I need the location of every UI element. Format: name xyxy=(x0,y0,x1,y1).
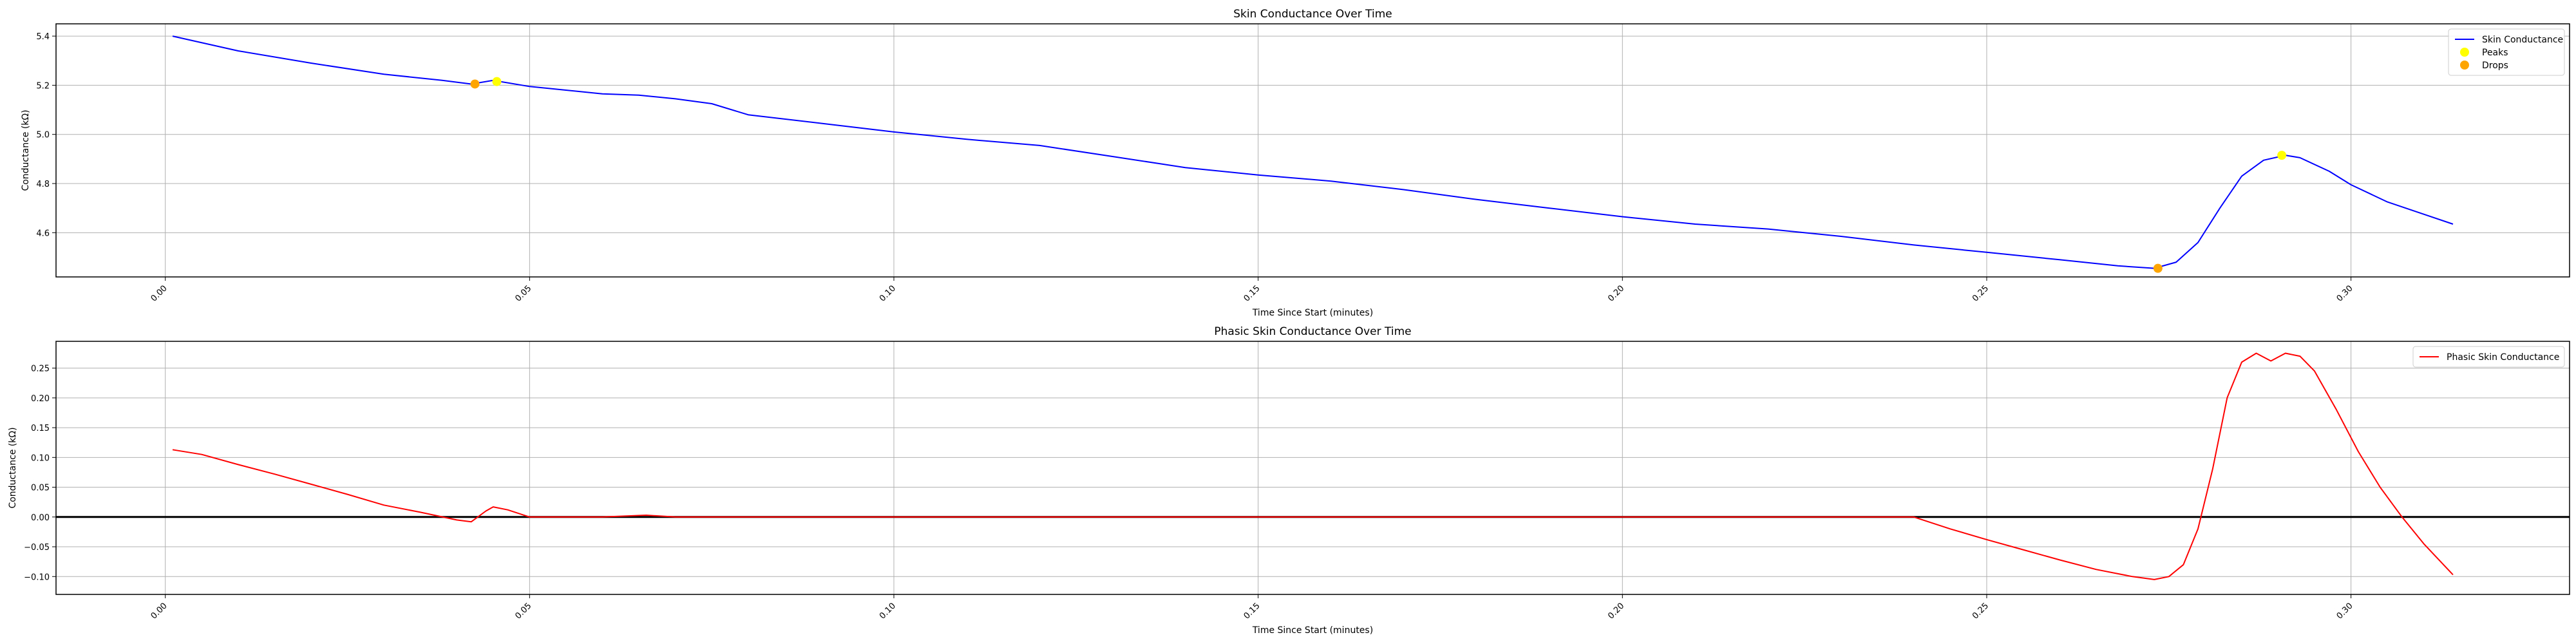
sc-drops-point xyxy=(470,79,480,89)
phasic-legend-entry: Phasic Skin Conductance xyxy=(2447,352,2559,363)
sc-legend-swatch-point xyxy=(2460,61,2469,70)
skin-conductance-chart: 0.00 0.05 0.10 0.15 0.20 0.25 0.304.64.85.05.2… xyxy=(21,8,2570,318)
sc-y-tick-label: 4.8 xyxy=(36,180,50,189)
phasic-chart-title: Phasic Skin Conductance Over Time xyxy=(1214,325,1411,338)
sc-chart-title: Skin Conductance Over Time xyxy=(1233,8,1392,21)
sc-peaks-point xyxy=(2277,151,2287,160)
phasic-axes-frame xyxy=(55,341,2570,595)
sc-y-tick-label: 5.4 xyxy=(36,32,50,42)
phasic-x-axis-label: Time Since Start (minutes) xyxy=(1252,625,1373,636)
sc-y-axis-label: Conductance (kΩ) xyxy=(21,109,31,191)
sc-legend-entry: Drops xyxy=(2482,61,2508,71)
sc-y-tick-label: 4.6 xyxy=(36,229,50,238)
sc-peaks-point xyxy=(492,77,502,86)
sc-legend-entry: Skin Conductance xyxy=(2482,35,2563,45)
phasic-legend: Phasic Skin Conductance xyxy=(2412,346,2565,368)
sc-legend: Skin Conductance Peaks Drops xyxy=(2448,28,2565,76)
phasic-y-axis-label: Conductance (kΩ) xyxy=(8,427,18,508)
sc-y-tick-label: 5.0 xyxy=(36,131,50,140)
phasic-y-tick-label: 0.05 xyxy=(31,484,50,493)
sc-drops-point xyxy=(2153,263,2163,273)
sc-legend-swatch-point xyxy=(2460,48,2469,57)
sc-x-axis-label: Time Since Start (minutes) xyxy=(1252,308,1373,318)
sc-y-tick-label: 5.2 xyxy=(36,81,50,91)
phasic-y-tick-label: 0.00 xyxy=(31,513,50,523)
phasic-y-tick-label: 0.25 xyxy=(31,365,50,374)
phasic-y-tick-label: −0.10 xyxy=(24,573,50,582)
phasic-series-line xyxy=(172,352,2454,580)
sc-legend-entry: Peaks xyxy=(2482,48,2508,58)
phasic-legend-box xyxy=(2412,346,2565,368)
phasic-y-tick-label: 0.20 xyxy=(31,394,50,404)
phasic-y-tick-label: 0.10 xyxy=(31,453,50,463)
phasic-y-tick-label: 0.15 xyxy=(31,424,50,433)
phasic-y-tick-label: −0.05 xyxy=(24,543,50,553)
sc-axes-frame xyxy=(55,23,2570,278)
sc-legend-box xyxy=(2448,28,2565,76)
sc-series-line xyxy=(172,35,2454,269)
